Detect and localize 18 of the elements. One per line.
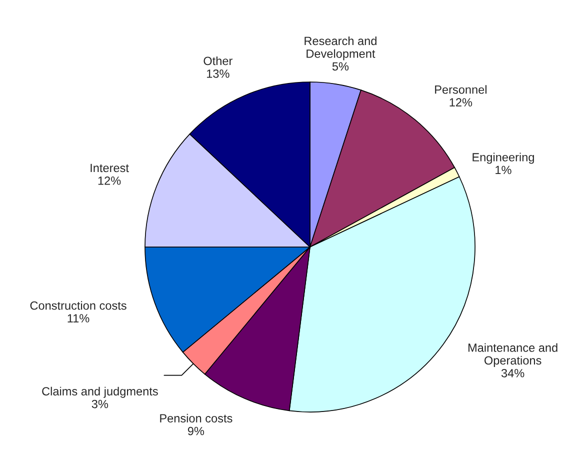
slice-label: Personnel: [435, 85, 486, 94]
slice-label: Claims and judgments: [42, 386, 158, 398]
data-label: 12%: [98, 176, 121, 185]
data-label: 13%: [207, 69, 230, 78]
data-label: 12%: [450, 98, 472, 106]
data-label: 1%: [496, 166, 512, 174]
slice-label: Engineering: [472, 152, 534, 164]
data-label: 3%: [92, 400, 108, 408]
slice-label: Construction costs: [30, 301, 126, 310]
data-label: 34%: [501, 368, 524, 378]
slice-label: Other: [204, 56, 232, 66]
slice-label: Interest: [90, 164, 129, 172]
slice-label: Maintenance and Operations: [468, 343, 558, 367]
data-label: 9%: [188, 426, 204, 436]
slice-label: Pension costs: [160, 414, 232, 422]
slice-label: Research and Development: [304, 36, 376, 60]
data-label: 11%: [68, 314, 90, 322]
data-label: 5%: [332, 62, 349, 71]
